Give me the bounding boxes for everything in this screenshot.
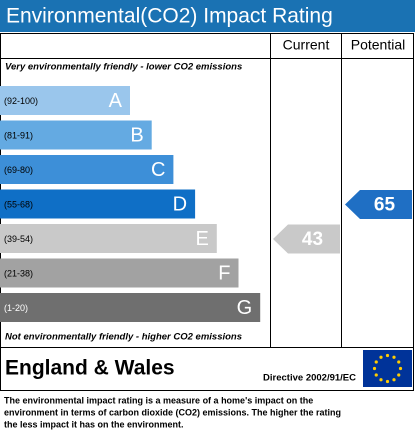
rating-value: 43	[302, 229, 323, 250]
star	[379, 378, 383, 382]
eu-flag	[363, 350, 412, 387]
star	[392, 355, 396, 359]
star	[385, 353, 390, 358]
band-letter: E	[195, 228, 208, 250]
star	[385, 379, 390, 384]
description: environment in terms of carbon dioxide (…	[4, 407, 341, 417]
star	[397, 360, 401, 364]
band-bar	[0, 189, 196, 219]
title-bar	[0, 0, 415, 32]
column-header: Current	[283, 37, 330, 53]
rating-arrow	[273, 224, 340, 254]
band-letter: F	[218, 262, 230, 284]
band-bar	[0, 86, 130, 115]
band-bar	[0, 224, 217, 253]
rating-arrow	[345, 190, 412, 219]
band-letter: D	[173, 193, 187, 215]
star	[398, 366, 403, 371]
star	[374, 360, 378, 364]
star	[379, 355, 383, 359]
chart-title: Environmental(CO2) Impact Rating	[6, 5, 333, 28]
band-bar	[0, 120, 152, 150]
band-range: (21-38)	[4, 268, 33, 278]
star	[397, 373, 401, 377]
star	[374, 373, 378, 377]
rating-value: 65	[374, 195, 396, 216]
bottom-note: Not environmentally friendly - higher CO…	[5, 332, 242, 343]
top-note: Very environmentally friendly - lower CO…	[5, 62, 242, 73]
description: The environmental impact rating is a mea…	[4, 395, 313, 405]
band-letter: A	[109, 90, 123, 112]
directive: Directive 2002/91/EC	[263, 373, 356, 384]
star	[392, 378, 396, 382]
region: England & Wales	[5, 357, 175, 380]
description: the less impact it has on the environmen…	[4, 419, 184, 429]
band-letter: C	[151, 159, 165, 181]
band-range: (81-91)	[4, 130, 33, 140]
band-bar	[0, 293, 261, 322]
band-range: (92-100)	[4, 96, 38, 106]
band-bar	[0, 258, 239, 288]
band-bar	[0, 155, 174, 184]
band-letter: B	[130, 124, 143, 146]
band-range: (1-20)	[4, 303, 28, 313]
band-range: (55-68)	[4, 199, 33, 209]
band-range: (39-54)	[4, 234, 33, 244]
band-letter: G	[237, 297, 253, 319]
band-range: (69-80)	[4, 165, 33, 175]
star	[372, 366, 377, 371]
column-header: Potential	[351, 37, 405, 53]
